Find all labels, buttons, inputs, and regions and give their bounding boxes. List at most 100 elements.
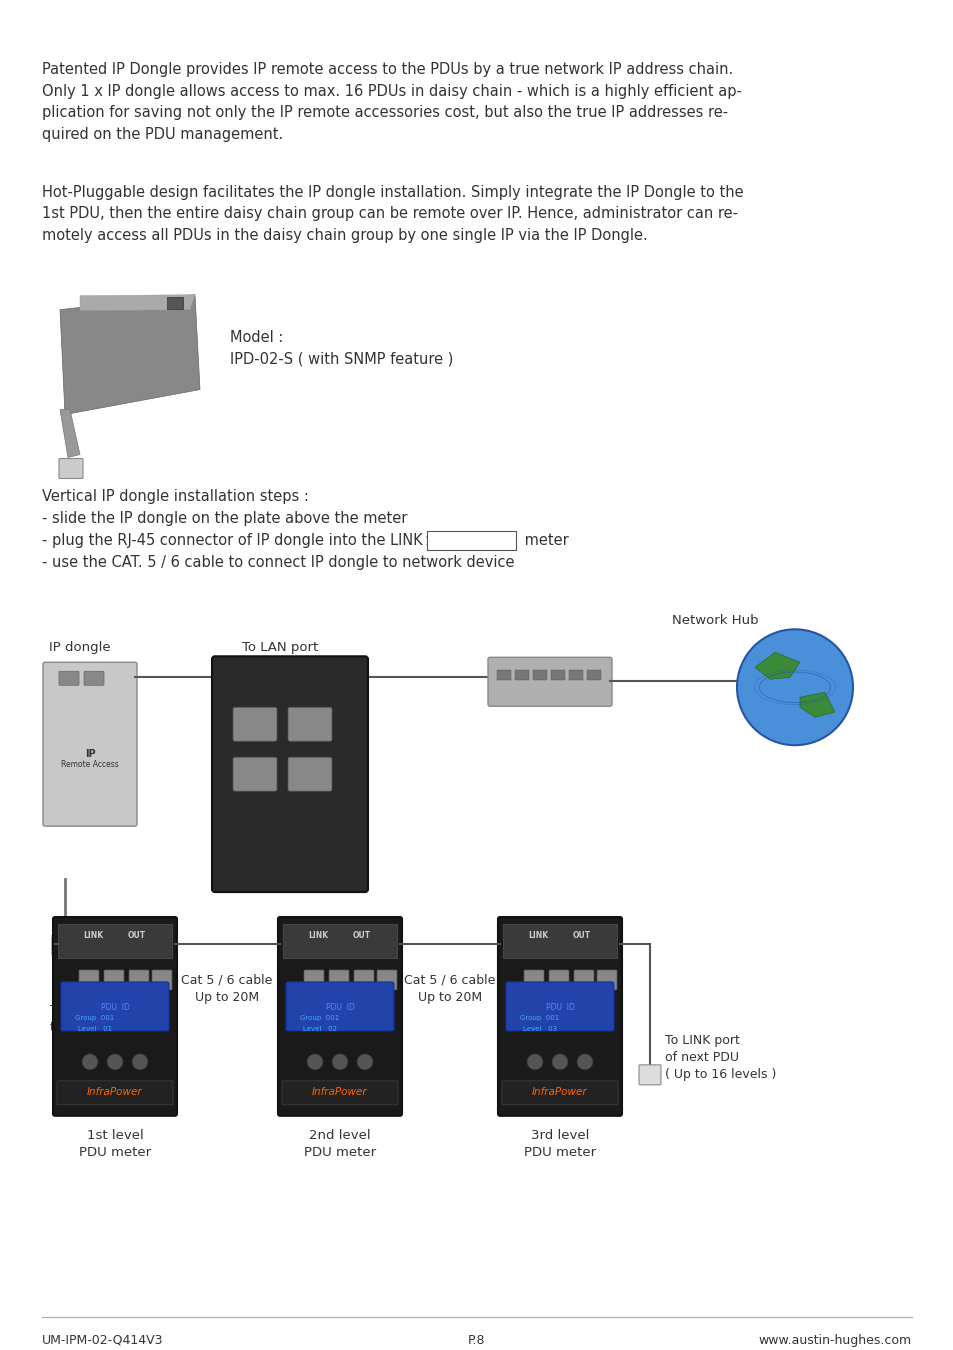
FancyBboxPatch shape xyxy=(167,297,183,309)
Text: Cat 5 / 6 cable
Up to 20M: Cat 5 / 6 cable Up to 20M xyxy=(404,973,496,1004)
Text: PDU  ID: PDU ID xyxy=(545,1003,574,1012)
FancyBboxPatch shape xyxy=(551,671,564,680)
Circle shape xyxy=(332,1054,348,1069)
FancyBboxPatch shape xyxy=(488,657,612,706)
FancyBboxPatch shape xyxy=(568,671,582,680)
FancyBboxPatch shape xyxy=(288,757,332,791)
Text: Level   03: Level 03 xyxy=(522,1026,557,1031)
Text: Hot-Pluggable design facilitates the IP dongle installation. Simply integrate th: Hot-Pluggable design facilitates the IP … xyxy=(42,185,742,243)
Text: LINK: LINK xyxy=(83,931,103,940)
Polygon shape xyxy=(800,693,834,717)
FancyBboxPatch shape xyxy=(104,969,124,990)
Text: 1st level
PDU meter: 1st level PDU meter xyxy=(79,1129,151,1158)
Text: - use the CAT. 5 / 6 cable to connect IP dongle to network device: - use the CAT. 5 / 6 cable to connect IP… xyxy=(42,555,514,571)
FancyBboxPatch shape xyxy=(129,969,149,990)
FancyBboxPatch shape xyxy=(501,1081,618,1104)
FancyBboxPatch shape xyxy=(233,707,276,741)
Circle shape xyxy=(107,1054,123,1069)
Text: IP: IP xyxy=(85,749,95,759)
Text: To LINK port
of next PDU
( Up to 16 levels ): To LINK port of next PDU ( Up to 16 leve… xyxy=(664,1034,776,1081)
FancyBboxPatch shape xyxy=(57,1081,172,1104)
FancyBboxPatch shape xyxy=(427,532,516,551)
Text: P.8: P.8 xyxy=(468,1334,485,1346)
Circle shape xyxy=(132,1054,148,1069)
Text: InfraPower: InfraPower xyxy=(312,1087,368,1096)
FancyBboxPatch shape xyxy=(283,923,396,958)
Text: To LINK port of
the 1st PDU: To LINK port of the 1st PDU xyxy=(50,1004,135,1034)
FancyBboxPatch shape xyxy=(497,917,621,1116)
Text: Cat 5 / 6 cable
Up to 20M: Cat 5 / 6 cable Up to 20M xyxy=(181,973,273,1004)
Circle shape xyxy=(552,1054,567,1069)
FancyBboxPatch shape xyxy=(52,936,79,954)
Text: IPD-02-S ( with SNMP feature ): IPD-02-S ( with SNMP feature ) xyxy=(230,351,453,367)
FancyBboxPatch shape xyxy=(282,1081,397,1104)
Text: Remote Access: Remote Access xyxy=(61,760,119,770)
Text: meter: meter xyxy=(519,533,568,548)
FancyBboxPatch shape xyxy=(639,1065,660,1085)
FancyBboxPatch shape xyxy=(152,969,172,990)
FancyBboxPatch shape xyxy=(58,923,172,958)
FancyBboxPatch shape xyxy=(505,981,614,1031)
FancyBboxPatch shape xyxy=(502,923,617,958)
FancyBboxPatch shape xyxy=(53,917,177,1116)
Text: InfraPower: InfraPower xyxy=(87,1087,143,1096)
Text: Group  001: Group 001 xyxy=(519,1015,559,1021)
Text: www.austin-hughes.com: www.austin-hughes.com xyxy=(758,1334,911,1346)
Text: LINK: LINK xyxy=(527,931,547,940)
Text: Group  001: Group 001 xyxy=(75,1015,114,1021)
Text: 1st  level PDU: 1st level PDU xyxy=(425,536,517,548)
Text: Level   02: Level 02 xyxy=(303,1026,336,1031)
FancyBboxPatch shape xyxy=(597,969,617,990)
Circle shape xyxy=(356,1054,373,1069)
Text: UM-IPM-02-Q414V3: UM-IPM-02-Q414V3 xyxy=(42,1334,163,1346)
Polygon shape xyxy=(754,652,800,679)
Polygon shape xyxy=(80,294,194,310)
Polygon shape xyxy=(60,409,80,458)
Text: Group  001: Group 001 xyxy=(300,1015,339,1021)
Text: LINK: LINK xyxy=(308,931,328,940)
FancyBboxPatch shape xyxy=(533,671,546,680)
Text: OUT: OUT xyxy=(128,931,146,940)
FancyBboxPatch shape xyxy=(61,981,169,1031)
Text: OUT: OUT xyxy=(353,931,371,940)
Text: PDU  ID: PDU ID xyxy=(325,1003,355,1012)
FancyBboxPatch shape xyxy=(304,969,324,990)
Text: Patented IP Dongle provides IP remote access to the PDUs by a true network IP ad: Patented IP Dongle provides IP remote ac… xyxy=(42,62,741,142)
Text: OUT: OUT xyxy=(573,931,591,940)
FancyBboxPatch shape xyxy=(548,969,568,990)
FancyBboxPatch shape xyxy=(497,671,511,680)
Text: To LAN port: To LAN port xyxy=(242,641,317,655)
Circle shape xyxy=(526,1054,542,1069)
FancyBboxPatch shape xyxy=(84,671,104,686)
Polygon shape xyxy=(60,294,200,414)
FancyBboxPatch shape xyxy=(523,969,543,990)
FancyBboxPatch shape xyxy=(277,917,401,1116)
Text: Network Hub: Network Hub xyxy=(671,614,758,628)
FancyBboxPatch shape xyxy=(79,969,99,990)
FancyBboxPatch shape xyxy=(586,671,600,680)
Circle shape xyxy=(737,629,852,745)
Circle shape xyxy=(577,1054,593,1069)
FancyBboxPatch shape xyxy=(233,757,276,791)
FancyBboxPatch shape xyxy=(354,969,374,990)
FancyBboxPatch shape xyxy=(329,969,349,990)
FancyBboxPatch shape xyxy=(286,981,394,1031)
Circle shape xyxy=(307,1054,323,1069)
FancyBboxPatch shape xyxy=(288,707,332,741)
Text: PDU  ID: PDU ID xyxy=(100,1003,130,1012)
Text: - plug the RJ-45 connector of IP dongle into the LINK port of the: - plug the RJ-45 connector of IP dongle … xyxy=(42,533,509,548)
FancyBboxPatch shape xyxy=(515,671,529,680)
Circle shape xyxy=(82,1054,98,1069)
Text: 2nd level
PDU meter: 2nd level PDU meter xyxy=(304,1129,375,1158)
FancyBboxPatch shape xyxy=(43,663,137,826)
Text: - slide the IP dongle on the plate above the meter: - slide the IP dongle on the plate above… xyxy=(42,512,407,526)
Text: 3rd level
PDU meter: 3rd level PDU meter xyxy=(523,1129,596,1158)
FancyBboxPatch shape xyxy=(376,969,396,990)
FancyBboxPatch shape xyxy=(59,671,79,686)
Text: InfraPower: InfraPower xyxy=(532,1087,587,1096)
Text: Level   01: Level 01 xyxy=(78,1026,112,1031)
FancyBboxPatch shape xyxy=(59,459,83,478)
Text: Vertical IP dongle installation steps :: Vertical IP dongle installation steps : xyxy=(42,490,309,505)
Text: Model :: Model : xyxy=(230,329,283,344)
Text: IP dongle: IP dongle xyxy=(50,641,111,655)
